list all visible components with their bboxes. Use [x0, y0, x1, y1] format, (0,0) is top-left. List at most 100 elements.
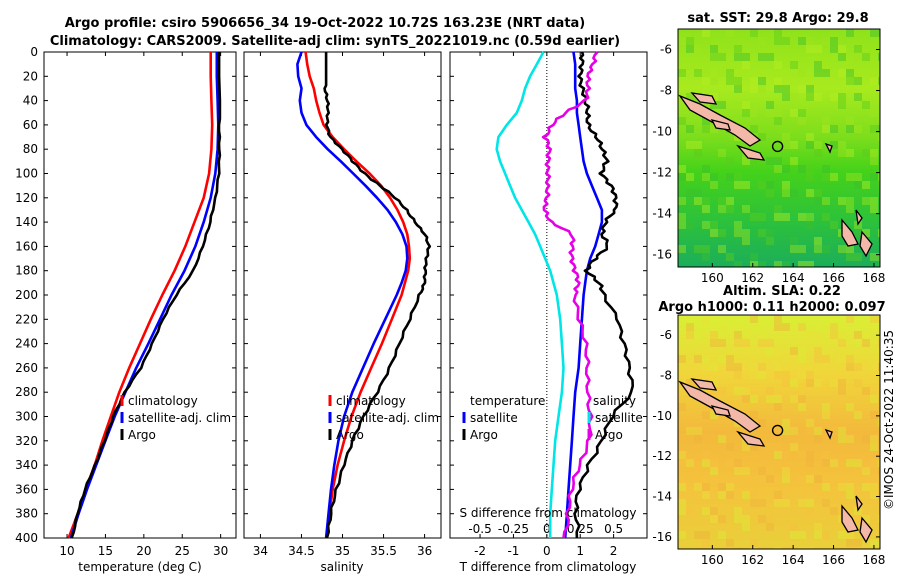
sla-map [678, 315, 880, 549]
x-tick-label: 1 [576, 544, 584, 558]
map-y-tick-label: -14 [652, 207, 672, 221]
y-tick-label: 80 [23, 142, 38, 156]
salinity-plot: 34 34.5 35 35.5 36 climatology satellite-adj. … [244, 51, 441, 558]
legend-label: climatology [128, 394, 198, 408]
series-satellite-adj-clim [69, 52, 220, 539]
series-t-argo [573, 51, 635, 539]
x-tick-label: 34.5 [288, 544, 315, 558]
legend-label: satellite [595, 411, 643, 425]
temperature-plot-frame [43, 51, 237, 539]
legend-label: satellite-adj. clim [128, 411, 231, 425]
x-tick-label: 35 [335, 544, 350, 558]
map-y-tick-label: -16 [652, 248, 672, 262]
y-tick-label: 220 [15, 312, 38, 326]
y-tick-label: 100 [15, 167, 38, 181]
legend-label: satellite-adj. clim [336, 411, 439, 425]
y-tick-label: 280 [15, 385, 38, 399]
salinity-plot-frame [243, 51, 442, 539]
sla-map-title-line-2: Argo h1000: 0.11 h2000: 0.097 [658, 300, 885, 315]
y-tick-label: 0 [30, 45, 38, 59]
map-x-tick-label: 162 [741, 553, 764, 567]
map-y-tick-label: -16 [652, 530, 672, 544]
x-tick-label: 2 [610, 544, 618, 558]
x-tick-label: 34 [253, 544, 268, 558]
salinity-xlabel: salinity [320, 560, 363, 574]
legend-salinity-title: salinity [593, 394, 636, 408]
series-argo [70, 52, 222, 539]
map-x-tick-label: 166 [822, 271, 845, 285]
y-tick-label: 140 [15, 215, 38, 229]
map-x-tick-label: 164 [782, 553, 805, 567]
legend-label: climatology [336, 394, 406, 408]
map-y-tick-label: -12 [652, 449, 672, 463]
x-tick-label: -1 [507, 544, 519, 558]
map-y-tick-label: -10 [652, 409, 672, 423]
map-x-tick-label: 166 [822, 553, 845, 567]
series-satellite-adj-clim [296, 51, 409, 539]
map-x-tick-label: 168 [862, 271, 885, 285]
map-y-tick-label: -6 [660, 328, 672, 342]
legend-label: Argo [336, 428, 364, 442]
temperature-xlabel: temperature (deg C) [78, 560, 201, 574]
series-t-satellite [563, 51, 604, 539]
legend-temperature-title: temperature [470, 394, 545, 408]
x-tick-label: 10 [59, 544, 74, 558]
series-climatology [67, 52, 214, 539]
y-tick-label: 60 [23, 118, 38, 132]
sst-map [678, 29, 880, 267]
y-tick-label: 400 [15, 531, 38, 545]
s-tick-label: 0 [543, 522, 551, 536]
difference-plot-frame [449, 51, 648, 539]
map-y-tick-label: -14 [652, 490, 672, 504]
x-tick-label: 0 [543, 544, 551, 558]
argo-location-marker-sla [771, 424, 784, 437]
island-shapes-sla [678, 378, 873, 544]
y-tick-label: 240 [15, 337, 38, 351]
difference-plot: -2 -1 0 1 2 -0.5 -0.25 0 0.25 0.5 temperature salin… [450, 51, 647, 558]
series-s-satellite [495, 51, 565, 538]
legend-label: Argo [128, 428, 156, 442]
s-tick-label: -0.5 [468, 522, 491, 536]
legend-label: Argo [470, 428, 498, 442]
title-line-2: Climatology: CARS2009. Satellite-adj cli… [50, 34, 620, 49]
y-tick-label: 320 [15, 434, 38, 448]
map-x-tick-label: 162 [741, 271, 764, 285]
y-tick-label: 180 [15, 264, 38, 278]
y-tick-label: 40 [23, 94, 38, 108]
map-y-tick-label: -8 [660, 84, 672, 98]
s-difference-label: S difference from climatology [460, 506, 637, 520]
sst-map-frame [677, 28, 881, 268]
temperature-legend: climatology satellite-adj. clim Argo [120, 394, 231, 442]
map-y-tick-label: -10 [652, 125, 672, 139]
map-x-tick-label: 160 [701, 553, 724, 567]
y-tick-label: 340 [15, 458, 38, 472]
x-tick-label: 36 [417, 544, 432, 558]
s-tick-label: 0.5 [604, 522, 623, 536]
s-tick-label: -0.25 [498, 522, 529, 536]
y-tick-label: 380 [15, 507, 38, 521]
x-tick-label: 20 [136, 544, 151, 558]
series-climatology [304, 51, 412, 539]
legend-label: satellite [470, 411, 518, 425]
difference-xlabel: T difference from climatology [459, 560, 637, 574]
legend-label: Argo [595, 428, 623, 442]
salinity-legend: climatology satellite-adj. clim Argo [328, 394, 439, 442]
s-tick-label: 0.25 [567, 522, 594, 536]
map-y-tick-label: -6 [660, 43, 672, 57]
x-tick-label: -2 [474, 544, 486, 558]
series-s-argo [541, 51, 599, 539]
y-tick-label: 160 [15, 239, 38, 253]
y-tick-label: 260 [15, 361, 38, 375]
island-shapes [678, 92, 873, 258]
difference-legend: temperature salinity satellite Argo satellit… [462, 394, 643, 442]
y-tick-label: 200 [15, 288, 38, 302]
x-tick-label: 15 [98, 544, 113, 558]
sst-map-title: sat. SST: 29.8 Argo: 29.8 [687, 11, 868, 26]
series-argo [323, 52, 432, 539]
y-tick-label: 300 [15, 410, 38, 424]
title-line-1: Argo profile: csiro 5906656_34 19-Oct-20… [65, 16, 586, 31]
y-tick-label: 360 [15, 482, 38, 496]
map-x-tick-label: 164 [782, 271, 805, 285]
y-tick-label: 20 [23, 69, 38, 83]
